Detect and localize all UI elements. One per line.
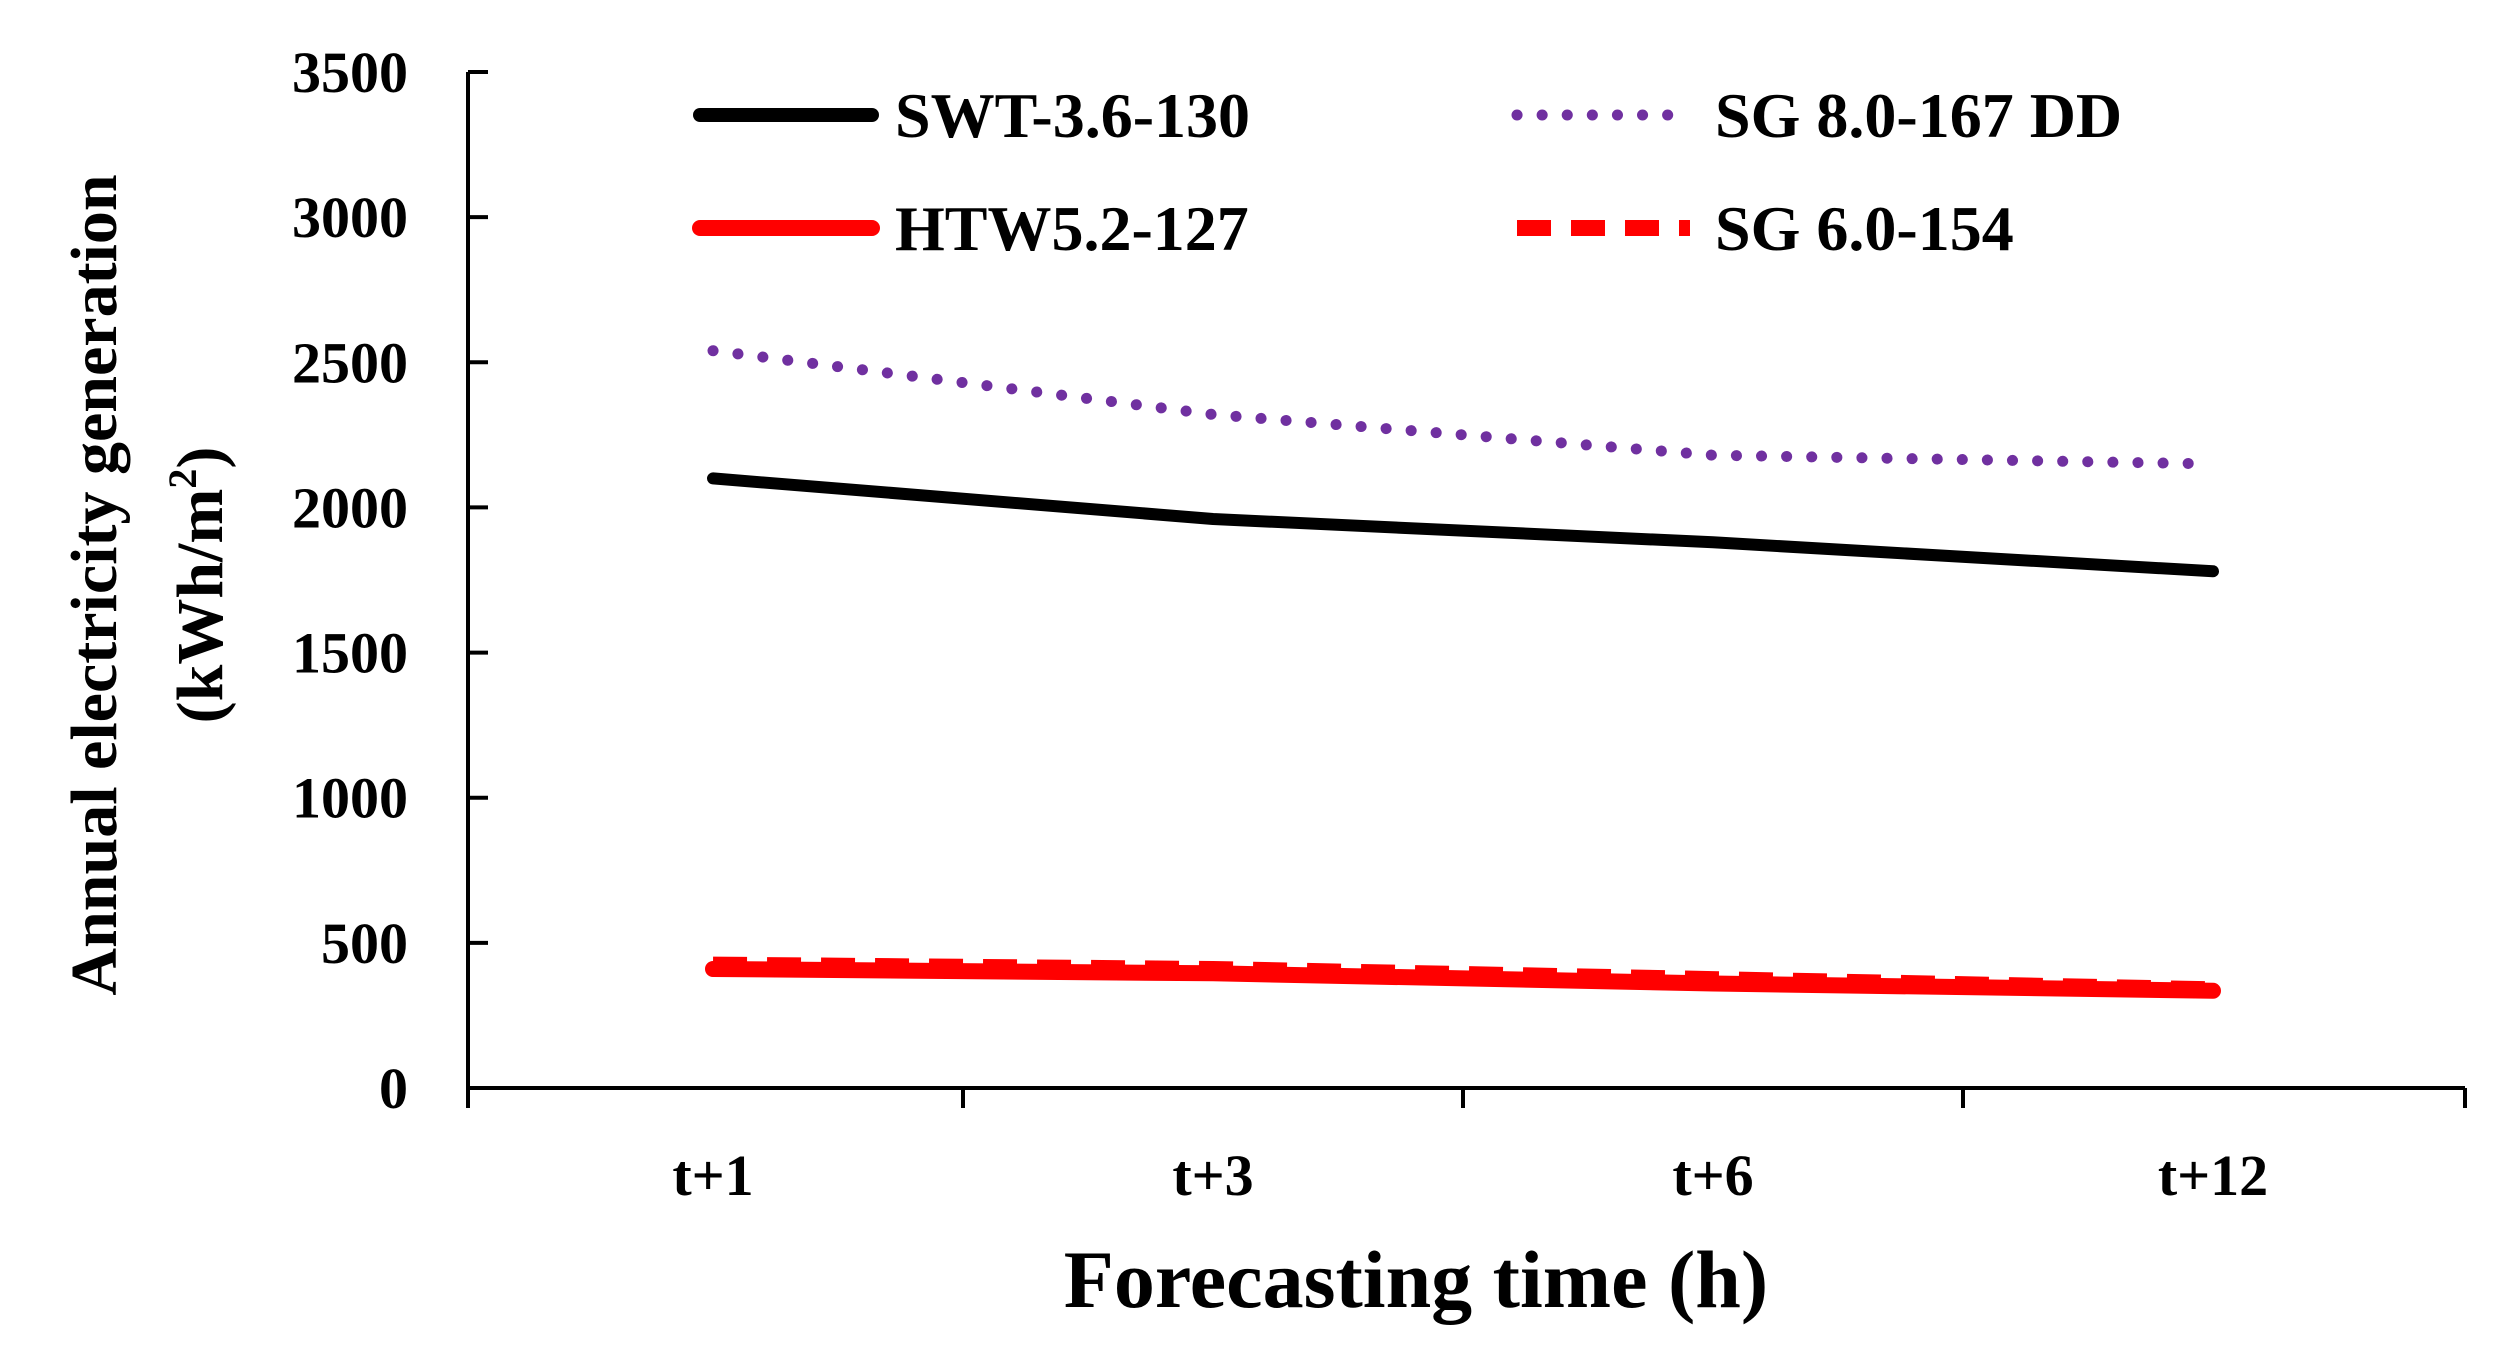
x-tick-label: t+6: [1672, 1143, 1753, 1208]
y-tick-label: 2500: [292, 330, 408, 395]
y-tick-label: 3000: [292, 185, 408, 250]
legend-label-sg-6-0-154: SG 6.0-154: [1715, 193, 2014, 264]
y-tick-label: 2000: [292, 475, 408, 540]
y-tick-label: 1500: [292, 621, 408, 686]
legend: SWT-3.6-130 SG 8.0-167 DD HTW5.2-127 SG …: [692, 80, 2122, 264]
x-tick-label: t+12: [2158, 1143, 2268, 1208]
series-line-swt-3-6-130: [707, 472, 2219, 578]
legend-label-swt-3-6-130: SWT-3.6-130: [895, 80, 1250, 151]
y-tick-label: 3500: [292, 40, 408, 105]
x-tick-label: t+3: [1172, 1143, 1253, 1208]
x-axis-ticks: t+1 t+3 t+6 t+12: [466, 1088, 2467, 1208]
legend-label-htw5-2-127: HTW5.2-127: [895, 193, 1249, 264]
y-axis-title-line2: (kWh/m2): [160, 447, 237, 724]
y-axis-unit-suffix: ): [164, 447, 237, 469]
x-tick-label: t+1: [672, 1143, 753, 1208]
series-group: [705, 345, 2221, 999]
y-axis-unit-superscript: 2: [160, 469, 205, 489]
series-line-sg-6-0-154: [712, 956, 2214, 998]
y-tick-label: 0: [379, 1056, 408, 1121]
y-tick-label: 1000: [292, 766, 408, 831]
y-axis-unit-prefix: (kWh/m: [164, 489, 237, 724]
series-line-sg-8-0-167-dd: [707, 345, 2219, 470]
legend-label-sg-8-0-167-dd: SG 8.0-167 DD: [1715, 80, 2122, 151]
y-axis-title-line1: Annual electricity generation: [58, 174, 131, 995]
x-axis-title: Forecasting time (h): [1064, 1234, 1768, 1325]
y-axis-ticks: 0 500 1000 1500 2000 2500 3000 3500: [292, 40, 488, 1121]
y-tick-label: 500: [321, 911, 408, 976]
